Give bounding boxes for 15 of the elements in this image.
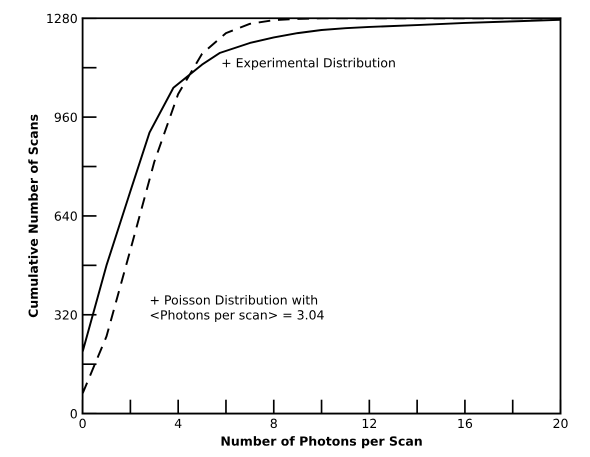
annotation: + Poisson Distribution with <Photons per scan> = 3.04 [150, 294, 324, 322]
y-axis-title: Cumulative Number of Scans [28, 114, 38, 318]
annotation: + Experimental Distribution [222, 58, 395, 70]
y-tick-label: 1280 [47, 14, 77, 24]
x-axis-title: Number of Photons per Scan [222, 436, 422, 448]
y-tick-label: 320 [54, 310, 77, 320]
x-tick-label: 0 [79, 418, 86, 428]
x-tick-label: 20 [553, 418, 568, 428]
x-tick-label: 8 [270, 418, 277, 428]
y-tick-label: 0 [70, 409, 77, 419]
x-tick-label: 16 [458, 418, 472, 428]
x-tick-label: 12 [362, 418, 376, 428]
x-tick-label: 4 [174, 418, 182, 428]
y-tick-label: 960 [54, 112, 77, 122]
y-tick-label: 640 [54, 211, 77, 221]
